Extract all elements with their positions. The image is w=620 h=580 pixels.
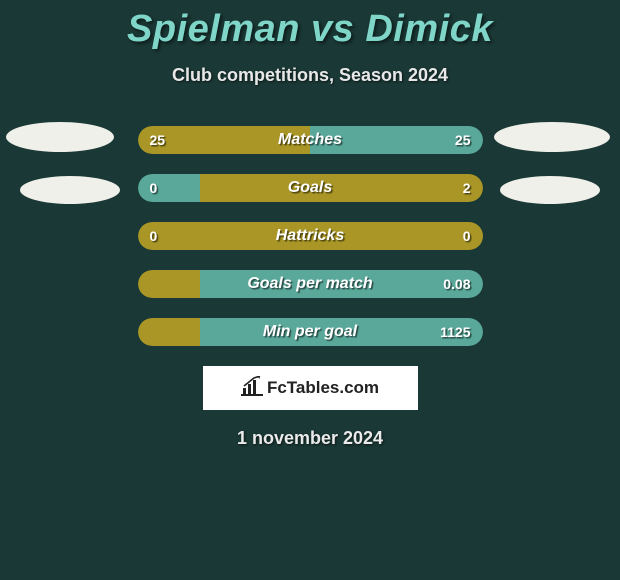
date-label: 1 november 2024 bbox=[0, 428, 620, 449]
decor-ellipse bbox=[20, 176, 120, 204]
stat-row: Matches25 25 bbox=[138, 126, 483, 154]
page-title: Spielman vs Dimick bbox=[0, 0, 620, 51]
subtitle: Club competitions, Season 2024 bbox=[0, 65, 620, 86]
stat-value-left: 0 bbox=[150, 180, 158, 196]
stat-row: Hattricks0 0 bbox=[138, 222, 483, 250]
stat-value-right: 0 bbox=[463, 228, 471, 244]
decor-ellipse bbox=[494, 122, 610, 152]
decor-ellipse bbox=[500, 176, 600, 204]
stat-row: Goals per match0.08 bbox=[138, 270, 483, 298]
stat-value-right: 1125 bbox=[440, 324, 470, 340]
decor-ellipse bbox=[6, 122, 114, 152]
chart-icon bbox=[241, 376, 263, 401]
stat-label: Matches bbox=[138, 131, 483, 149]
brand-label: FcTables.com bbox=[267, 378, 379, 398]
stat-label: Goals bbox=[138, 179, 483, 197]
stat-label: Goals per match bbox=[138, 275, 483, 293]
stat-label: Min per goal bbox=[138, 323, 483, 341]
stat-value-right: 2 bbox=[463, 180, 471, 196]
stat-value-left: 25 bbox=[150, 132, 166, 148]
brand-box: FcTables.com bbox=[203, 366, 418, 410]
stat-value-right: 25 bbox=[455, 132, 471, 148]
stat-value-left: 0 bbox=[150, 228, 158, 244]
stat-rows: Matches2525Goals02Hattricks00Goals per m… bbox=[0, 126, 620, 346]
stat-value-right: 0.08 bbox=[443, 276, 470, 292]
stat-row: Goals0 2 bbox=[138, 174, 483, 202]
stat-row: Min per goal1125 bbox=[138, 318, 483, 346]
stat-label: Hattricks bbox=[138, 227, 483, 245]
